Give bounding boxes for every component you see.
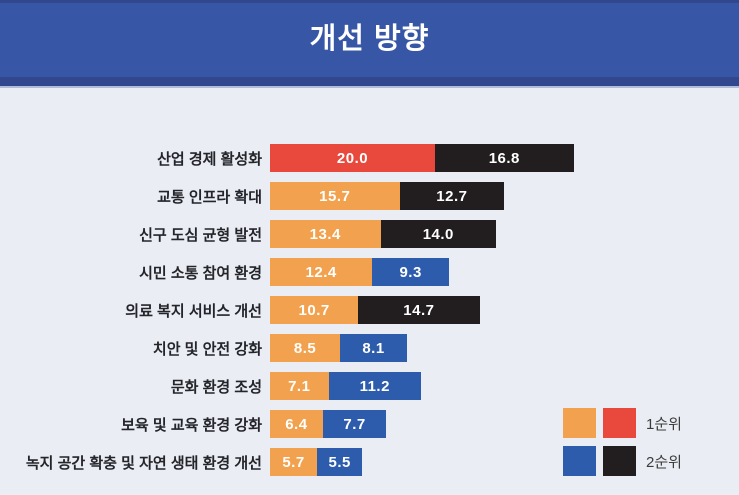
row-label: 의료 복지 서비스 개선 [125, 302, 262, 320]
chart-row: 의료 복지 서비스 개선 10.7 14.7 [0, 296, 739, 324]
bar-value: 10.7 [298, 301, 330, 319]
bar-segment-rank1: 13.4 [270, 220, 381, 248]
row-label: 산업 경제 활성화 [157, 150, 262, 168]
chart-row: 녹지 공간 확충 및 자연 생태 환경 개선 5.7 5.5 [0, 448, 739, 476]
legend-label: 2순위 [646, 453, 682, 471]
row-label: 보육 및 교육 환경 강화 [121, 416, 262, 434]
bar-value: 6.4 [285, 415, 308, 433]
page-title: 개선 방향 [309, 23, 430, 55]
legend-row: 2순위 [563, 446, 682, 476]
row-label: 문화 환경 조성 [170, 378, 262, 396]
bar-segment-rank1: 15.7 [270, 182, 400, 210]
legend: 1순위 2순위 [563, 408, 682, 484]
bar-value: 20.0 [336, 149, 369, 167]
bar-value: 14.7 [403, 301, 435, 319]
row-label: 치안 및 안전 강화 [152, 340, 262, 358]
bar-value: 14.0 [422, 225, 454, 243]
chart-row: 문화 환경 조성 7.1 11.2 [0, 372, 739, 400]
chart-row: 보육 및 교육 환경 강화 6.4 7.7 [0, 410, 739, 438]
legend-swatch-orange [563, 408, 596, 438]
row-label: 신구 도심 균형 발전 [139, 226, 262, 244]
chart-row: 시민 소통 참여 환경 12.4 9.3 [0, 258, 739, 286]
bar-segment-rank1: 8.5 [270, 334, 341, 362]
bar-segment-rank1: 20.0 [270, 144, 435, 172]
bar-value: 8.1 [362, 339, 385, 357]
bar-segment-rank1: 7.1 [270, 372, 329, 400]
legend-label: 1순위 [646, 415, 682, 433]
bar-segment-rank2: 16.8 [435, 144, 574, 172]
bar-segment-rank1: 5.7 [270, 448, 318, 476]
bar-segment-rank2: 14.7 [358, 296, 480, 324]
bar-value: 16.8 [488, 149, 520, 167]
bar-value: 11.2 [359, 377, 390, 395]
bar-chart: 산업 경제 활성화 20.0 16.8 교통 인프라 확대 15.7 12.7 신구 도심 … [0, 144, 739, 476]
chart-row: 산업 경제 활성화 20.0 16.8 [0, 144, 739, 172]
row-label: 녹지 공간 확충 및 자연 생태 환경 개선 [25, 454, 262, 472]
bar-value: 5.7 [282, 453, 305, 471]
bar-segment-rank2: 8.1 [340, 334, 407, 362]
chart-row: 교통 인프라 확대 15.7 12.7 [0, 182, 739, 210]
bar-value: 12.7 [436, 187, 468, 205]
bar-segment-rank1: 12.4 [270, 258, 373, 286]
bar-value: 7.7 [343, 415, 366, 433]
bar-value: 13.4 [309, 225, 341, 243]
bar-segment-rank2: 14.0 [380, 220, 497, 248]
row-label: 시민 소통 참여 환경 [139, 264, 262, 282]
bar-segment-rank2: 12.7 [399, 182, 505, 210]
legend-row: 1순위 [563, 408, 682, 438]
bar-segment-rank2: 9.3 [372, 258, 450, 286]
bar-value: 12.4 [305, 263, 337, 281]
bar-segment-rank2: 11.2 [328, 372, 421, 400]
bar-value: 9.3 [399, 263, 422, 281]
legend-swatch-black [603, 446, 636, 476]
bar-segment-rank2: 5.5 [317, 448, 363, 476]
bar-segment-rank1: 6.4 [270, 410, 323, 438]
row-label: 교통 인프라 확대 [157, 188, 262, 206]
bar-value: 15.7 [319, 187, 351, 205]
chart-row: 치안 및 안전 강화 8.5 8.1 [0, 334, 739, 362]
page: 개선 방향 산업 경제 활성화 20.0 16.8 교통 인프라 확대 15.7 12.7… [0, 0, 739, 476]
legend-swatch-blue [563, 446, 596, 476]
page-header: 개선 방향 [0, 0, 739, 77]
bar-value: 8.5 [293, 339, 317, 357]
bar-segment-rank2: 7.7 [322, 410, 387, 438]
bar-value: 7.1 [288, 377, 311, 395]
chart-row: 신구 도심 균형 발전 13.4 14.0 [0, 220, 739, 248]
bar-value: 5.5 [328, 453, 351, 471]
bar-segment-rank1: 10.7 [270, 296, 359, 324]
legend-swatch-red [603, 408, 636, 438]
header-accent-strip [0, 77, 739, 88]
